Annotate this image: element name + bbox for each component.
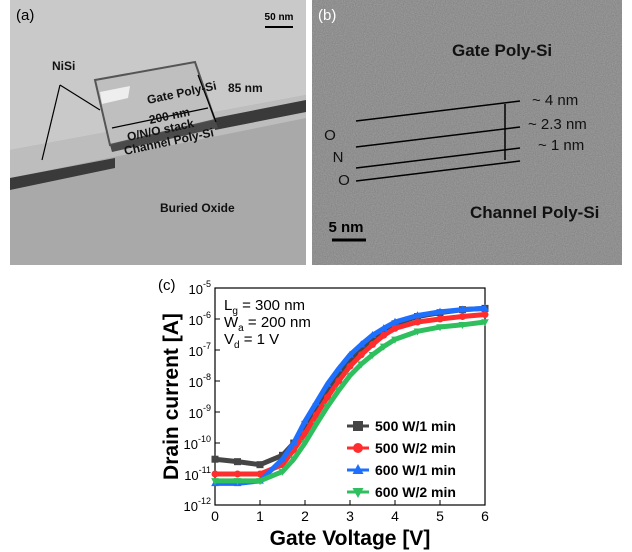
tick-base: 10 <box>184 468 198 483</box>
x-tick-label: 4 <box>391 508 399 524</box>
marker <box>257 461 264 468</box>
x-tick-label: 2 <box>301 508 309 524</box>
scale-bar-label: 5 nm <box>328 219 363 236</box>
tick-base: 10 <box>184 499 198 514</box>
panel-label: (a) <box>16 7 34 24</box>
marker <box>212 471 219 478</box>
image-label: O <box>324 127 336 144</box>
legend-label: 500 W/1 min <box>375 418 456 434</box>
image-label: NiSi <box>52 59 75 73</box>
marker <box>358 351 365 358</box>
page: (a)50 nmNiSiGate Poly-Si85 nm200 nmO/N/O… <box>0 0 632 552</box>
marker <box>437 316 444 323</box>
annotation-symbol: W <box>224 314 239 331</box>
tick-exponent: -12 <box>198 496 211 506</box>
marker <box>369 341 376 348</box>
x-tick-label: 1 <box>256 508 264 524</box>
image-label: Gate Poly-Si <box>452 41 552 60</box>
x-tick-label: 0 <box>211 508 219 524</box>
tick-exponent: -8 <box>203 372 211 382</box>
annotation-symbol: L <box>224 297 232 314</box>
tick-base: 10 <box>184 437 198 452</box>
y-tick-label: 10-7 <box>189 341 211 359</box>
x-tick-label: 5 <box>436 508 444 524</box>
y-tick-label: 10-9 <box>189 403 211 421</box>
image-label: N <box>333 149 344 166</box>
y-tick-label: 10-11 <box>184 465 211 483</box>
panel-label: (c) <box>158 277 176 294</box>
y-tick-label: 10-10 <box>184 434 211 452</box>
annotation-text: = 200 nm <box>244 314 311 331</box>
annotation-symbol: V <box>224 331 234 348</box>
image-label: ~ 4 nm <box>532 92 578 109</box>
y-tick-label: 10-5 <box>189 279 211 297</box>
tick-exponent: -6 <box>203 310 211 320</box>
image-label: ~ 1 nm <box>538 137 584 154</box>
tick-exponent: -10 <box>198 434 211 444</box>
image-label: Channel Poly-Si <box>470 203 599 222</box>
marker <box>212 456 219 463</box>
image-label: 85 nm <box>228 81 263 95</box>
marker <box>234 458 241 465</box>
annotation: Vd = 1 V <box>224 331 279 351</box>
marker <box>234 471 241 478</box>
legend-marker <box>353 421 363 431</box>
tick-base: 10 <box>189 375 203 390</box>
scale-bar-label: 50 nm <box>265 12 294 23</box>
annotation-text: = 300 nm <box>238 297 305 314</box>
tick-exponent: -7 <box>203 341 211 351</box>
figure: (a)50 nmNiSiGate Poly-Si85 nm200 nmO/N/O… <box>0 0 632 552</box>
x-tick-label: 3 <box>346 508 354 524</box>
marker <box>347 363 354 370</box>
image-label: O <box>338 172 350 189</box>
y-tick-label: 10-8 <box>189 372 211 390</box>
y-axis-title: Drain current [A] <box>160 313 183 480</box>
annotation-text: = 1 V <box>240 331 280 348</box>
tick-base: 10 <box>189 313 203 328</box>
legend-marker <box>353 443 363 453</box>
tick-base: 10 <box>189 344 203 359</box>
x-axis-title: Gate Voltage [V] <box>270 527 431 550</box>
image-label: Buried Oxide <box>160 201 235 215</box>
tick-exponent: -9 <box>203 403 211 413</box>
image-label: ~ 2.3 nm <box>528 116 587 133</box>
marker <box>459 313 466 320</box>
y-tick-label: 10-12 <box>184 496 211 514</box>
legend-label: 600 W/2 min <box>375 484 456 500</box>
panel-label: (b) <box>318 7 336 24</box>
y-tick-label: 10-6 <box>189 310 211 328</box>
legend-label: 500 W/2 min <box>375 440 456 456</box>
tick-base: 10 <box>189 282 203 297</box>
x-tick-label: 6 <box>481 508 489 524</box>
marker <box>482 311 489 318</box>
tick-exponent: -11 <box>199 465 211 475</box>
tick-base: 10 <box>189 406 203 421</box>
legend-label: 600 W/1 min <box>375 462 456 478</box>
marker <box>414 319 421 326</box>
tick-exponent: -5 <box>203 279 211 289</box>
